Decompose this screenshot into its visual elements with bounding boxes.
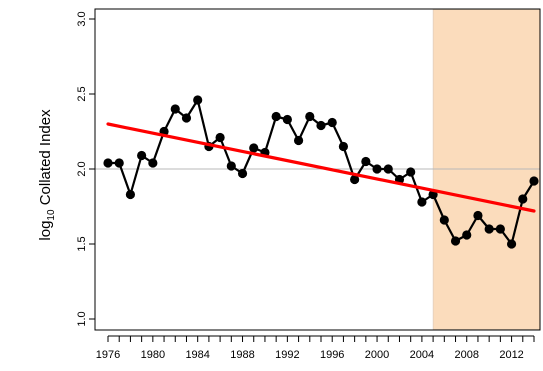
data-point: [271, 111, 281, 122]
series-group: [103, 95, 539, 249]
trend-line: [106, 122, 536, 213]
x-tick-label: 1996: [320, 349, 344, 361]
data-point: [316, 120, 326, 131]
y-tick-label: 2.0: [76, 161, 88, 176]
data-point: [518, 194, 528, 204]
data-point: [495, 224, 505, 234]
data-point: [327, 117, 337, 128]
x-tick-label: 1984: [185, 349, 209, 361]
data-point: [148, 158, 158, 168]
y-tick-label: 1.5: [76, 236, 88, 251]
x-tick-label: 2008: [454, 349, 478, 361]
data-point: [193, 95, 203, 105]
trend-line-group: [106, 122, 536, 213]
x-tick-label: 1992: [275, 349, 299, 361]
data-point: [237, 168, 248, 179]
y-tick-label: 3.0: [76, 11, 88, 26]
data-point: [361, 156, 371, 167]
data-point: [350, 174, 360, 185]
data-point: [506, 239, 517, 249]
data-point: [103, 158, 113, 168]
data-point: [372, 164, 382, 174]
x-axis: 1976 1980 1984 1988 1992 1996 2000 2004 2008 2012: [96, 335, 535, 361]
y-axis-label-main: log: [37, 221, 54, 241]
y-axis-label-subscript: 10: [46, 209, 57, 221]
data-point: [439, 215, 449, 225]
data-point: [249, 143, 259, 153]
x-tick-label: 1988: [230, 349, 254, 361]
x-tick-label: 1976: [96, 349, 120, 361]
data-point: [226, 161, 236, 171]
x-tick-label: 1980: [141, 349, 165, 361]
data-point: [215, 132, 225, 143]
data-point: [473, 210, 483, 221]
data-point: [282, 114, 292, 125]
y-tick-label: 1.0: [76, 311, 88, 326]
data-point: [484, 224, 494, 234]
data-point: [383, 164, 393, 174]
y-axis: 1.0 1.5 2.0 2.5 3.0: [76, 11, 96, 327]
data-point: [293, 135, 304, 146]
data-point: [305, 111, 315, 122]
y-axis-label-rest: Collated Index: [37, 109, 54, 210]
x-tick-label: 2000: [365, 349, 389, 361]
x-tick-label: 2004: [410, 349, 434, 361]
data-point: [406, 167, 416, 177]
data-point: [137, 150, 147, 161]
y-axis-label: log10 Collated Index: [37, 109, 57, 241]
data-point: [181, 113, 192, 123]
data-point: [417, 197, 427, 207]
data-point: [462, 230, 472, 240]
data-point: [114, 158, 124, 168]
data-point: [125, 189, 136, 200]
data-point: [170, 104, 180, 114]
data-point: [529, 176, 539, 186]
data-point: [450, 236, 461, 246]
y-tick-label: 2.5: [76, 86, 88, 101]
data-point: [338, 141, 349, 152]
x-tick-label: 2012: [499, 349, 523, 361]
